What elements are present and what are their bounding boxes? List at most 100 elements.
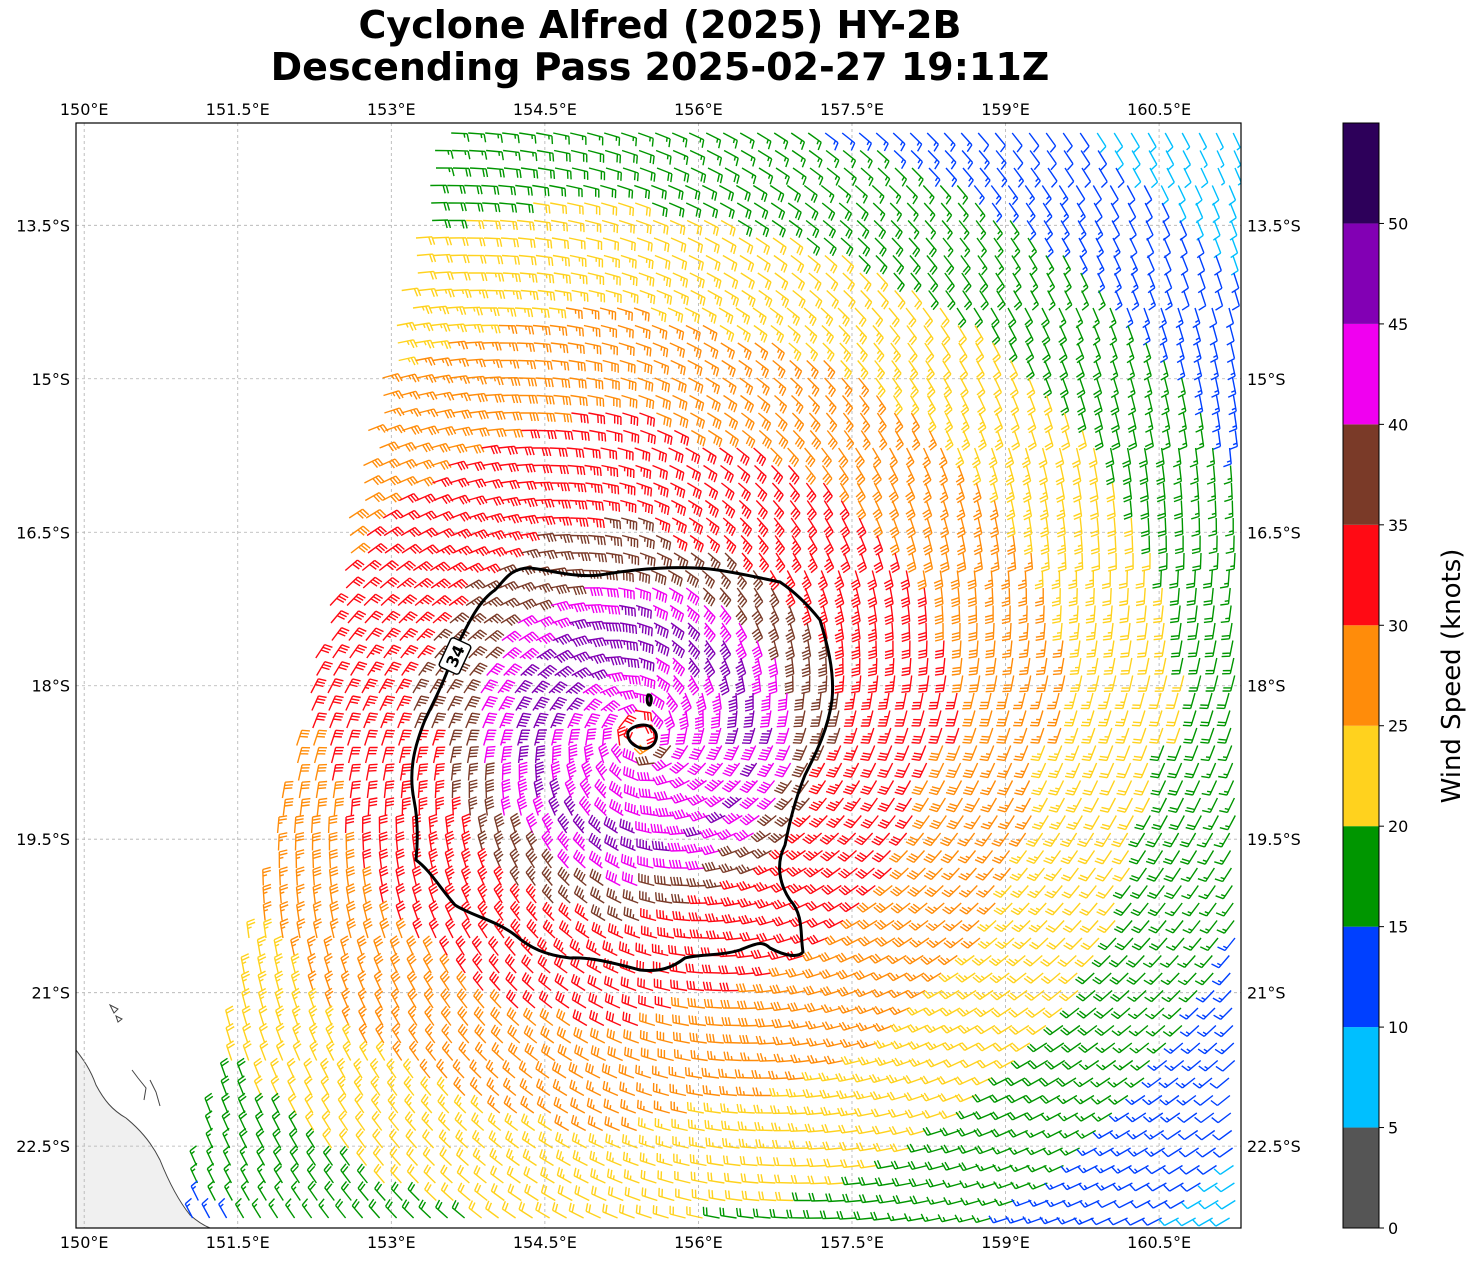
wind-barb	[306, 935, 316, 956]
lat-tick-left: 18°S	[31, 677, 70, 696]
wind-barb	[1045, 255, 1055, 276]
wind-barb	[390, 1181, 403, 1201]
wind-barb	[1109, 325, 1118, 346]
wind-barb	[1209, 552, 1219, 572]
wind-barb	[836, 832, 857, 846]
wind-barb	[1039, 1094, 1061, 1104]
wind-barb	[1213, 237, 1222, 259]
wind-barb	[620, 976, 637, 992]
wind-barb	[1103, 675, 1117, 692]
wind-barb	[738, 1138, 757, 1149]
wind-barb	[472, 953, 483, 974]
wind-barb	[240, 1180, 250, 1201]
wind-barb	[456, 1164, 470, 1184]
wind-barb	[468, 796, 478, 816]
wind-barb	[481, 184, 500, 195]
wind-barb	[772, 237, 787, 256]
wind-barb	[1098, 727, 1113, 744]
wind-barb	[584, 202, 601, 216]
wind-barb	[1127, 1007, 1148, 1020]
wind-barb	[887, 989, 909, 999]
wind-barb	[548, 681, 568, 694]
wind-barb	[1110, 202, 1120, 224]
wind-barb	[434, 779, 445, 799]
wind-barb	[941, 1041, 963, 1051]
wind-barb	[758, 1191, 777, 1202]
wind-barb	[655, 1013, 673, 1027]
wind-barb	[1112, 1182, 1133, 1192]
wind-barb	[790, 1054, 810, 1064]
wind-barb	[1081, 727, 1096, 744]
wind-barb	[406, 1146, 419, 1166]
wind-barb	[518, 761, 528, 781]
wind-barb	[1214, 1024, 1234, 1038]
wind-barb	[771, 342, 785, 361]
wind-barb	[190, 1180, 199, 1201]
wind-barb	[1042, 202, 1053, 223]
wind-barb	[1096, 920, 1116, 934]
wind-barb	[587, 132, 604, 146]
wind-barb	[894, 710, 908, 727]
wind-barb	[435, 149, 454, 159]
wind-barb	[519, 149, 538, 162]
wind-barb	[1153, 605, 1164, 624]
wind-barb	[839, 1159, 860, 1169]
wind-barb	[653, 359, 670, 375]
wind-barb	[840, 1055, 861, 1066]
wind-barb	[1101, 570, 1111, 590]
wind-barb	[808, 1192, 828, 1202]
wind-barb	[653, 790, 674, 801]
wind-barb	[1080, 692, 1094, 710]
wind-barb	[672, 149, 689, 166]
wind-barb	[956, 535, 966, 556]
wind-barb	[927, 272, 939, 293]
wind-barb	[1191, 517, 1201, 537]
wind-barb	[1140, 500, 1150, 520]
wind-barb	[652, 745, 672, 759]
wind-barb	[466, 729, 480, 746]
wind-barb	[834, 587, 845, 609]
wind-barb	[451, 271, 471, 281]
wind-barb	[826, 289, 840, 309]
wind-barb	[757, 1173, 776, 1184]
wind-barb	[1009, 867, 1028, 882]
wind-barb	[1091, 955, 1111, 968]
colorbar-bin	[1343, 1127, 1379, 1228]
wind-barb	[415, 746, 429, 764]
wind-barb	[373, 970, 383, 991]
wind-barb	[570, 1114, 587, 1132]
wind-barb	[855, 202, 869, 222]
wind-barb	[367, 543, 388, 554]
wind-barb	[852, 953, 873, 964]
wind-barb	[670, 237, 687, 253]
wind-barb	[791, 762, 809, 778]
wind-barb	[604, 394, 621, 408]
wind-barb	[573, 1167, 589, 1184]
wind-barb	[1094, 1164, 1115, 1174]
wind-barb	[323, 1163, 334, 1184]
wind-barb	[453, 1094, 467, 1114]
wind-barb	[656, 552, 673, 569]
wind-barb	[398, 475, 419, 487]
wind-barb	[860, 815, 879, 829]
wind-barb	[253, 1075, 263, 1096]
wind-barb	[1140, 517, 1150, 538]
wind-barb	[994, 430, 1004, 451]
wind-barb	[602, 359, 619, 373]
wind-barb	[344, 814, 355, 834]
wind-barb	[789, 359, 803, 379]
wind-barb	[997, 815, 1015, 830]
wind-barb	[822, 342, 835, 362]
wind-barb	[1093, 1007, 1114, 1019]
wind-barb	[1128, 430, 1138, 451]
wind-barb	[1127, 1147, 1148, 1157]
wind-barb	[571, 412, 589, 424]
wind-barb	[1057, 1112, 1079, 1122]
wind-barb	[979, 692, 992, 710]
wind-barb	[223, 1180, 233, 1201]
wind-barb	[1041, 185, 1052, 206]
wind-barb	[962, 762, 979, 779]
wind-barb	[358, 1022, 368, 1044]
wind-barb	[706, 272, 722, 289]
wind-barb	[499, 597, 521, 608]
